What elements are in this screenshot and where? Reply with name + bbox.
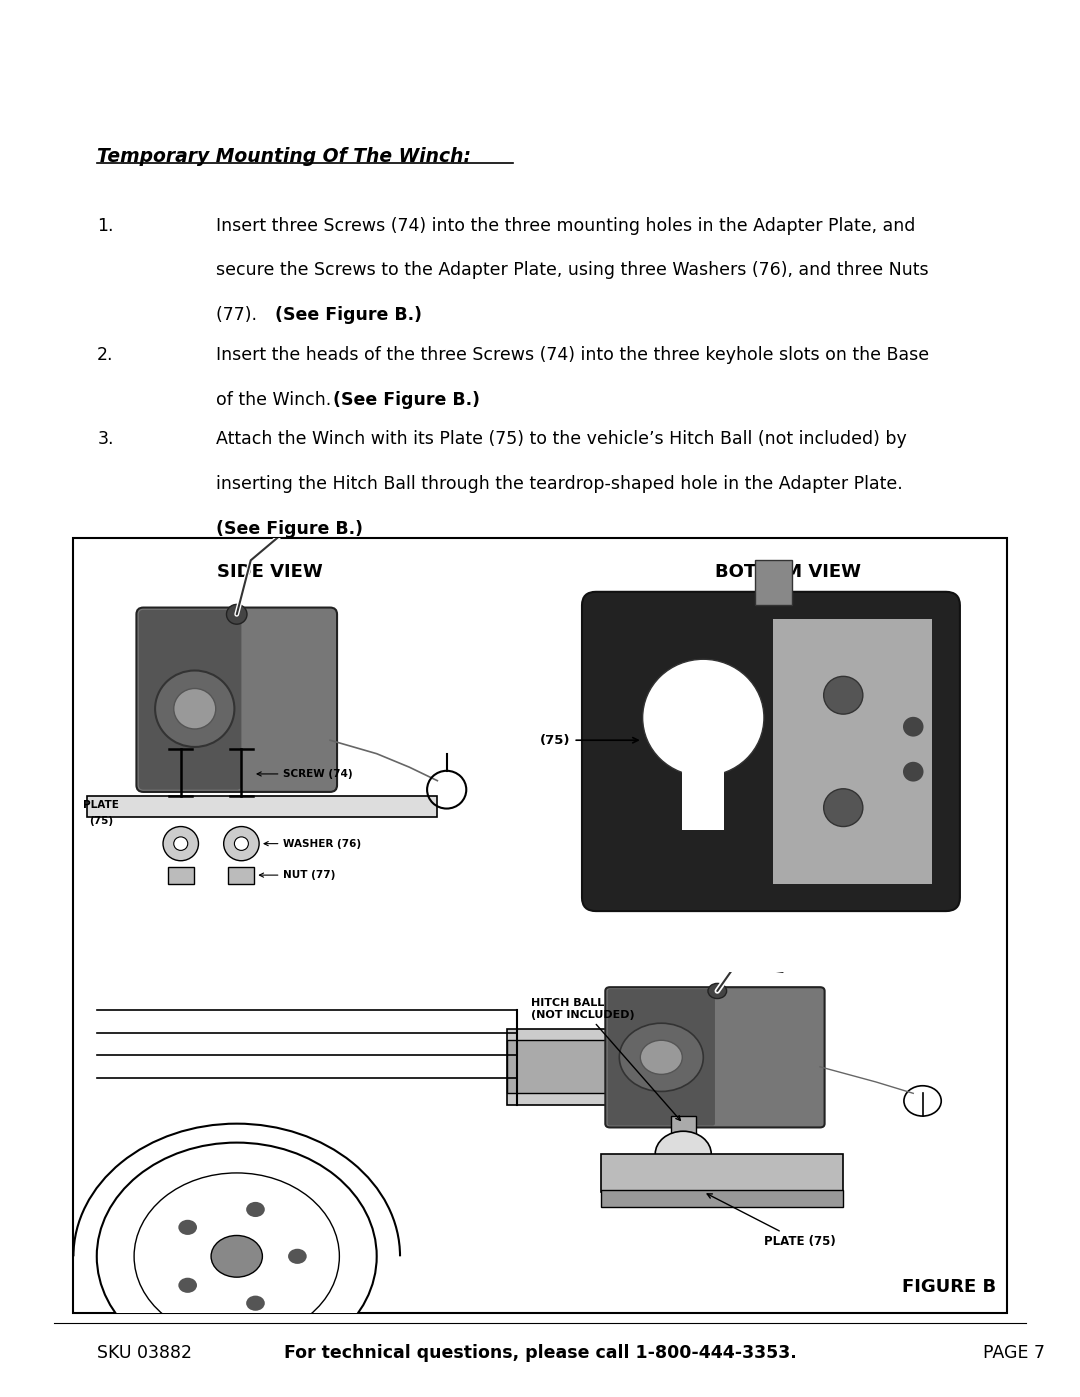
Circle shape: [619, 1023, 703, 1091]
FancyBboxPatch shape: [605, 988, 825, 1127]
FancyBboxPatch shape: [773, 619, 932, 884]
Text: (See Figure B.): (See Figure B.): [216, 520, 363, 538]
Bar: [600, 1190, 843, 1207]
Text: PLATE: PLATE: [83, 800, 120, 810]
Text: PLATE (75): PLATE (75): [707, 1194, 836, 1248]
Text: SCREW (74): SCREW (74): [257, 768, 353, 780]
Circle shape: [824, 789, 863, 827]
Text: Insert the heads of the three Screws (74) into the three keyhole slots on the Ba: Insert the heads of the three Screws (74…: [216, 346, 929, 365]
FancyBboxPatch shape: [73, 538, 1007, 1313]
Circle shape: [288, 1249, 307, 1264]
Text: FIGURE B: FIGURE B: [902, 1278, 996, 1296]
Circle shape: [156, 671, 234, 747]
FancyBboxPatch shape: [136, 608, 337, 792]
Text: Insert three Screws (74) into the three mounting holes in the Adapter Plate, and: Insert three Screws (74) into the three …: [216, 217, 916, 235]
Bar: [508, 1028, 671, 1105]
Bar: [87, 796, 437, 817]
Text: SKU 03882: SKU 03882: [97, 1344, 192, 1362]
Text: (77).: (77).: [216, 306, 268, 324]
Bar: [755, 560, 792, 605]
Circle shape: [97, 1143, 377, 1370]
Text: Temporary Mounting Of The Winch:: Temporary Mounting Of The Winch:: [97, 147, 471, 166]
Text: SIDE VIEW: SIDE VIEW: [217, 563, 323, 581]
Text: secure the Screws to the Adapter Plate, using three Washers (76), and three Nuts: secure the Screws to the Adapter Plate, …: [216, 261, 929, 279]
Circle shape: [246, 1295, 265, 1310]
Bar: [600, 1154, 843, 1192]
Text: HITCH BALL
(NOT INCLUDED): HITCH BALL (NOT INCLUDED): [530, 997, 680, 1120]
Circle shape: [824, 676, 863, 714]
FancyBboxPatch shape: [582, 592, 960, 911]
Bar: [671, 1116, 697, 1150]
FancyBboxPatch shape: [228, 868, 255, 884]
Text: PAGE 7: PAGE 7: [983, 1344, 1044, 1362]
Circle shape: [174, 837, 188, 851]
Circle shape: [246, 1201, 265, 1217]
Text: (75): (75): [90, 816, 113, 826]
Circle shape: [211, 1235, 262, 1277]
Circle shape: [640, 1041, 683, 1074]
Text: of the Winch.: of the Winch.: [216, 391, 342, 409]
Text: 2.: 2.: [97, 346, 113, 365]
Text: 3.: 3.: [97, 430, 113, 448]
Circle shape: [224, 827, 259, 861]
Text: BOTTOM VIEW: BOTTOM VIEW: [715, 563, 862, 581]
Text: For technical questions, please call 1-800-444-3353.: For technical questions, please call 1-8…: [284, 1344, 796, 1362]
Text: Attach the Winch with its Plate (75) to the vehicle’s Hitch Ball (not included) : Attach the Winch with its Plate (75) to …: [216, 430, 907, 448]
Text: 1.: 1.: [97, 217, 113, 235]
Text: NUT (77): NUT (77): [259, 870, 336, 880]
Circle shape: [178, 1278, 197, 1292]
Circle shape: [134, 1173, 339, 1340]
Circle shape: [227, 605, 247, 624]
Circle shape: [178, 1220, 197, 1235]
Circle shape: [903, 761, 923, 781]
Circle shape: [234, 837, 248, 851]
Circle shape: [903, 717, 923, 736]
Text: WASHER (76): WASHER (76): [265, 838, 362, 848]
Text: (See Figure B.): (See Figure B.): [275, 306, 422, 324]
FancyBboxPatch shape: [167, 868, 193, 884]
Text: (See Figure B.): (See Figure B.): [333, 391, 480, 409]
Text: (75): (75): [540, 733, 638, 747]
Text: inserting the Hitch Ball through the teardrop-shaped hole in the Adapter Plate.: inserting the Hitch Ball through the tea…: [216, 475, 903, 493]
Circle shape: [174, 689, 216, 729]
Bar: [683, 714, 725, 830]
Bar: [508, 1041, 671, 1094]
FancyBboxPatch shape: [138, 610, 242, 789]
Circle shape: [163, 827, 199, 861]
FancyBboxPatch shape: [608, 989, 715, 1126]
Circle shape: [643, 659, 764, 777]
Circle shape: [656, 1132, 712, 1176]
Circle shape: [708, 983, 727, 999]
